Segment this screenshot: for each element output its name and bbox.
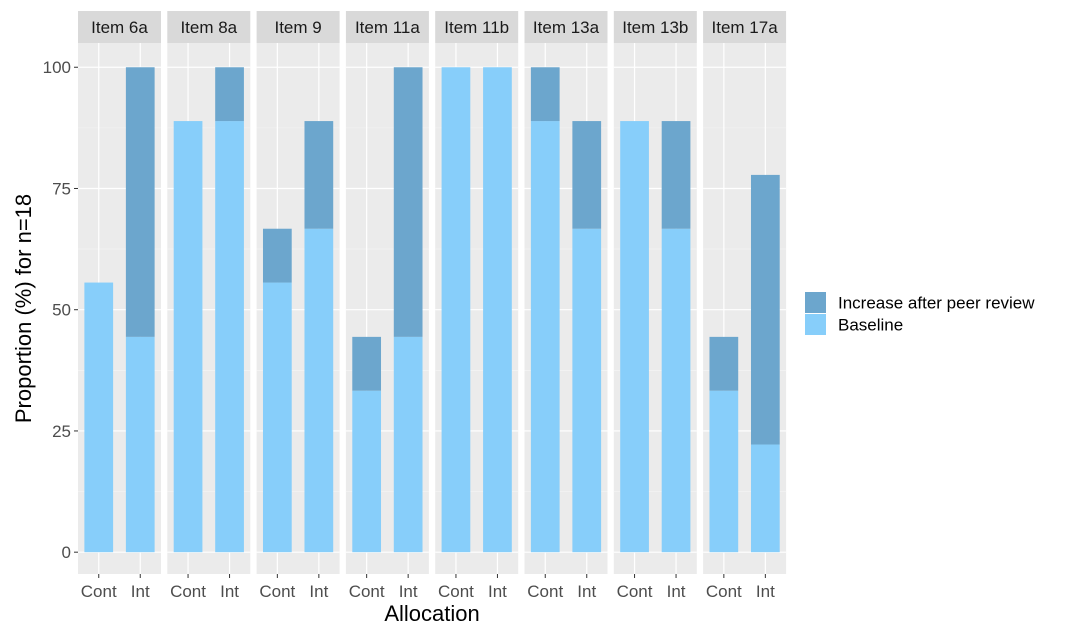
y-axis-title: Proportion (%) for n=18: [11, 194, 36, 423]
y-tick-label: 50: [52, 301, 71, 320]
x-tick-label: Int: [309, 582, 328, 601]
bar-increase-after-peer-review: [304, 121, 334, 229]
y-tick-label: 0: [62, 543, 71, 562]
facet-strip-label: Item 13b: [622, 18, 688, 37]
bar-baseline: [215, 121, 244, 553]
legend-key: [805, 314, 826, 335]
bar-baseline: [393, 336, 423, 553]
bar-baseline: [530, 121, 560, 553]
bar-increase-after-peer-review: [215, 67, 244, 122]
legend-label: Baseline: [838, 316, 903, 335]
x-tick-label: Int: [756, 582, 775, 601]
x-tick-label: Cont: [438, 582, 474, 601]
bar-increase-after-peer-review: [262, 228, 292, 283]
x-axis-title: Allocation: [384, 601, 479, 623]
bar-increase-after-peer-review: [125, 67, 155, 337]
x-tick-label: Int: [220, 582, 239, 601]
x-tick-label: Int: [488, 582, 507, 601]
facet-strip: [167, 11, 251, 43]
facet-strip: [524, 11, 608, 43]
bar-baseline: [620, 121, 649, 553]
bar-baseline: [262, 282, 292, 553]
facet-strip: [256, 11, 340, 43]
facet-strip-label: Item 13a: [533, 18, 600, 37]
x-tick-label: Cont: [617, 582, 653, 601]
bar-baseline: [709, 390, 739, 553]
facet-strip-label: Item 17a: [712, 18, 779, 37]
x-tick-label: Int: [399, 582, 418, 601]
bar-baseline: [304, 228, 334, 553]
bar-baseline: [441, 67, 471, 553]
bar-baseline: [173, 121, 203, 553]
bar-increase-after-peer-review: [709, 336, 739, 391]
bar-baseline: [661, 228, 691, 553]
facet-strip-label: Item 6a: [91, 18, 148, 37]
facet-strip: [78, 11, 161, 43]
bar-baseline: [750, 444, 780, 553]
x-tick-label: Cont: [706, 582, 742, 601]
legend-label: Increase after peer review: [838, 294, 1035, 313]
bar-increase-after-peer-review: [530, 67, 560, 122]
bar-baseline: [125, 336, 155, 553]
facet-strip-label: Item 11b: [444, 18, 509, 37]
facet-strip: [345, 11, 429, 43]
x-tick-label: Cont: [349, 582, 385, 601]
x-tick-label: Cont: [259, 582, 295, 601]
bar-increase-after-peer-review: [572, 121, 602, 229]
x-tick-label: Cont: [170, 582, 206, 601]
y-tick-label: 100: [43, 58, 71, 77]
bar-baseline: [572, 228, 602, 553]
y-tick-label: 75: [52, 179, 71, 198]
x-tick-label: Int: [131, 582, 150, 601]
bar-baseline: [483, 67, 512, 553]
facet-strip-label: Item 9: [274, 18, 321, 37]
x-tick-label: Cont: [527, 582, 563, 601]
x-tick-label: Cont: [81, 582, 117, 601]
legend-key: [805, 292, 826, 313]
facet-strip: [435, 11, 519, 43]
bar-increase-after-peer-review: [352, 336, 382, 391]
facet-strip: [613, 11, 697, 43]
x-tick-label: Int: [667, 582, 686, 601]
facet-strip: [703, 11, 787, 43]
bar-baseline: [352, 390, 382, 553]
bar-increase-after-peer-review: [750, 174, 780, 445]
bar-increase-after-peer-review: [393, 67, 423, 337]
bar-baseline: [84, 282, 114, 553]
x-tick-label: Int: [577, 582, 596, 601]
facet-strip-label: Item 8a: [180, 18, 237, 37]
facet-strip-label: Item 11a: [355, 18, 420, 37]
y-tick-label: 25: [52, 422, 71, 441]
bar-increase-after-peer-review: [661, 121, 691, 229]
